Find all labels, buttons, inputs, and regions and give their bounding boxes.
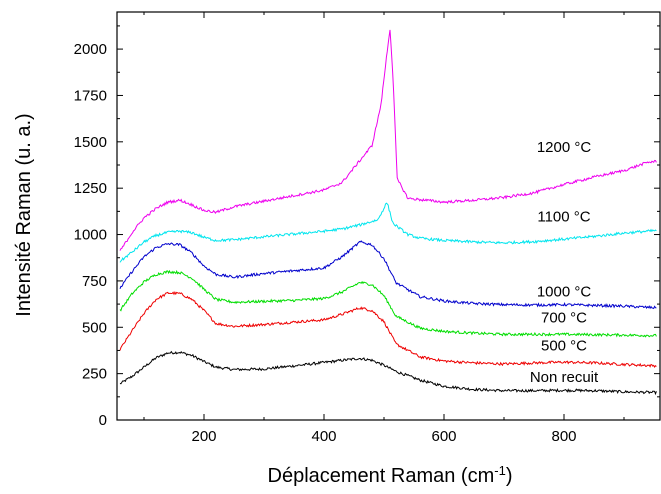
y-tick-label: 250 [82, 366, 107, 383]
series-label-0: Non recuit [530, 369, 599, 386]
series-line-1 [119, 291, 657, 368]
series-line-0 [119, 350, 657, 396]
y-tick-label: 1750 [74, 87, 107, 104]
series-line-2 [119, 269, 657, 338]
y-tick-label: 500 [82, 319, 107, 336]
y-tick-label: 1000 [74, 227, 107, 244]
series-label-5: 1200 °C [537, 139, 592, 156]
series-line-4 [119, 202, 657, 263]
series-label-1: 500 °C [541, 337, 587, 354]
plot-frame [116, 11, 661, 421]
x-tick-label: 200 [191, 428, 216, 445]
y-tick-label: 2000 [74, 41, 107, 58]
plot-area: Non recuit 500 °C 700 °C 1000 °C 1100 °C 1200… [74, 11, 661, 445]
x-tick-label: 400 [311, 428, 336, 445]
y-tick-label: 1500 [74, 134, 107, 151]
series-layer [119, 29, 657, 396]
series-label-3: 1000 °C [537, 284, 592, 301]
series-label-4: 1100 °C [537, 209, 590, 226]
y-tick-label: 0 [99, 412, 107, 429]
y-tick-label: 1250 [74, 180, 107, 197]
series-label-2: 700 °C [541, 310, 587, 327]
series-line-3 [119, 240, 657, 310]
x-axis-title: Déplacement Raman (cm-1) [268, 463, 513, 488]
axis-ticks: 200 400 600 800 0 250 500 750 1000 1250 1500 1750 20… [74, 12, 660, 445]
x-tick-label: 600 [431, 428, 456, 445]
y-tick-label: 750 [82, 273, 107, 290]
x-tick-label: 800 [551, 428, 576, 445]
series-labels: Non recuit 500 °C 700 °C 1000 °C 1100 °C 1200… [530, 139, 599, 386]
series-line-5 [119, 29, 657, 251]
y-axis-title: Intensité Raman (u. a.) [13, 113, 35, 316]
